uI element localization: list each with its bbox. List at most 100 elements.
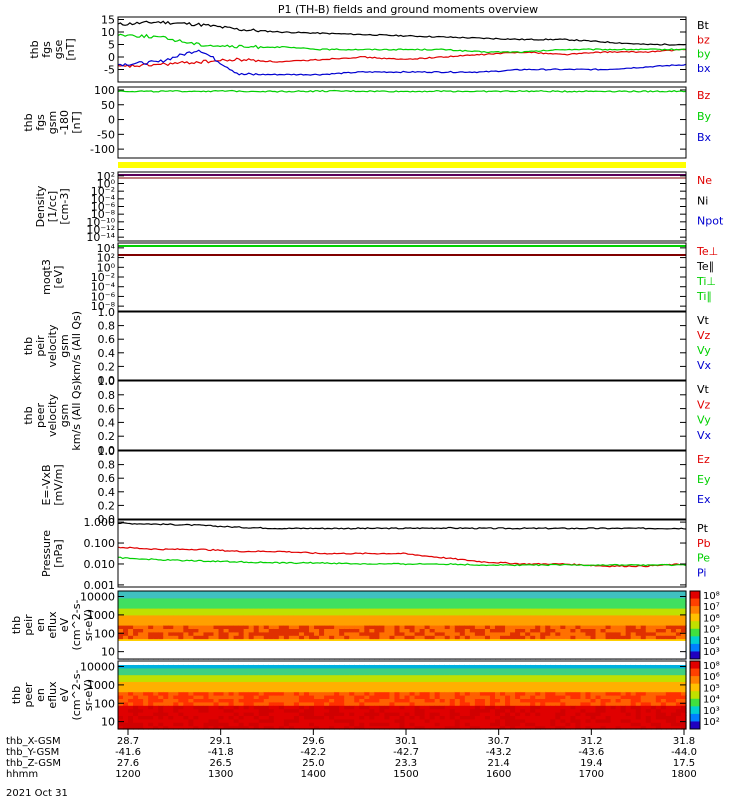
heatmap-cell (615, 678, 622, 682)
heatmap-cell (163, 635, 169, 640)
heatmap-cell (148, 597, 154, 602)
axis-tick-label: 23.3 (395, 758, 417, 769)
heatmap-cell (459, 621, 466, 626)
heatmap-cell (620, 718, 627, 723)
heatmap-cell (489, 701, 496, 706)
heatmap-cell (500, 608, 506, 612)
heatmap-cell (580, 691, 587, 696)
heatmap-cell (645, 638, 652, 643)
heatmap-cell (520, 614, 526, 619)
heatmap-cell (288, 712, 295, 716)
heatmap-cell (123, 638, 129, 643)
heatmap-cell (384, 708, 391, 713)
heatmap-cell (153, 695, 159, 699)
heatmap-cell (605, 608, 612, 612)
heatmap-cell (530, 611, 536, 616)
heatmap-cell (550, 671, 556, 676)
y-tick-label: 0.0 (98, 513, 116, 526)
heatmap-cell (203, 725, 210, 730)
heatmap-cell (379, 718, 386, 723)
heatmap-cell (489, 635, 496, 640)
heatmap-cell (364, 718, 370, 723)
heatmap-cell (525, 601, 531, 606)
heatmap-cell (128, 684, 134, 689)
heatmap-cell (680, 611, 687, 616)
heatmap-cell (489, 708, 496, 713)
heatmap-cell (454, 695, 461, 699)
heatmap-cell (444, 698, 451, 703)
heatmap-cell (424, 691, 431, 696)
heatmap-cell (173, 594, 179, 599)
heatmap-cell (138, 625, 144, 629)
heatmap-cell (419, 604, 426, 609)
heatmap-cell (133, 688, 139, 693)
heatmap-cell (193, 671, 200, 676)
heatmap-cell (555, 691, 561, 696)
heatmap-cell (143, 661, 149, 665)
heatmap-cell (188, 688, 194, 693)
heatmap-cell (454, 705, 461, 710)
heatmap-cell (399, 705, 406, 710)
heatmap-cell (439, 661, 446, 665)
heatmap-cell (429, 718, 436, 723)
heatmap-cell (319, 718, 325, 723)
heatmap-cell (344, 715, 350, 720)
heatmap-cell (640, 638, 647, 643)
heatmap-cell (530, 604, 536, 609)
heatmap-cell (570, 611, 577, 616)
heatmap-cell (650, 635, 657, 640)
heatmap-cell (484, 671, 491, 676)
heatmap-cell (660, 701, 667, 706)
heatmap-cell (555, 705, 561, 710)
heatmap-cell (630, 608, 637, 612)
heatmap-cell (283, 725, 290, 730)
heatmap-cell (494, 722, 501, 727)
heatmap-cell (123, 708, 129, 713)
heatmap-cell (133, 604, 139, 609)
heatmap-cell (615, 688, 622, 693)
heatmap-cell (409, 722, 416, 727)
heatmap-cell (419, 608, 426, 612)
heatmap-cell (118, 625, 124, 629)
heatmap-cell (118, 674, 124, 679)
heatmap-cell (153, 625, 159, 629)
date-label: 2021 Oct 31 (6, 788, 68, 799)
heatmap-cell (369, 628, 375, 633)
heatmap-cell (484, 688, 491, 693)
heatmap-cell (489, 674, 496, 679)
heatmap-cell (298, 608, 305, 612)
heatmap-cell (238, 608, 245, 612)
y-tick-label: 0.6 (98, 472, 116, 485)
heatmap-cell (630, 635, 637, 640)
heatmap-cell (173, 661, 179, 665)
heatmap-cell (334, 688, 340, 693)
heatmap-cell (298, 725, 305, 730)
heatmap-cell (630, 601, 637, 606)
heatmap-cell (203, 591, 210, 595)
heatmap-cell (213, 671, 220, 676)
heatmap-cell (650, 667, 657, 672)
heatmap-cell (575, 667, 582, 672)
heatmap-cell (640, 671, 647, 676)
heatmap-cell (454, 631, 461, 636)
heatmap-cell (645, 715, 652, 720)
heatmap-cell (439, 667, 446, 672)
heatmap-cell (525, 631, 531, 636)
heatmap-cell (389, 688, 396, 693)
heatmap-cell (414, 688, 421, 693)
heatmap-cell (193, 625, 200, 629)
heatmap-cell (394, 684, 401, 689)
heatmap-cell (168, 681, 174, 686)
heatmap-cell (153, 611, 159, 616)
axis-tick-label: 25.0 (302, 758, 324, 769)
heatmap-cell (555, 715, 561, 720)
heatmap-cell (525, 678, 531, 682)
heatmap-cell (464, 594, 471, 599)
heatmap-cell (349, 701, 355, 706)
heatmap-cell (620, 611, 627, 616)
colorbar-tick-label: 10³ (703, 706, 720, 717)
heatmap-cell (178, 638, 184, 643)
heatmap-cell (650, 625, 657, 629)
heatmap-cell (384, 625, 391, 629)
